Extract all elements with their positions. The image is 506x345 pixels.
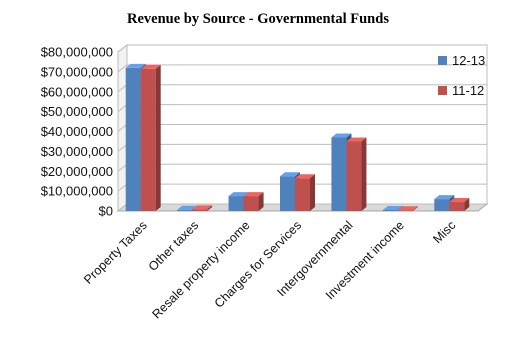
bar-front <box>382 210 398 211</box>
bar-side <box>155 64 161 211</box>
bar-side <box>412 206 418 211</box>
bar-front <box>125 67 141 212</box>
bar <box>449 198 470 211</box>
x-category-label: Charges for Services <box>212 218 304 310</box>
bar <box>346 137 367 211</box>
legend-swatch <box>438 56 447 65</box>
bar-top <box>177 205 198 210</box>
legend-swatch <box>438 86 447 95</box>
bar-top <box>125 63 146 68</box>
gridline <box>117 64 487 73</box>
y-tick-label: $20,000,000 <box>41 164 113 179</box>
bar-front <box>434 199 450 211</box>
bar <box>295 174 315 211</box>
legend-label: 12-13 <box>452 53 485 68</box>
bar-front <box>140 68 156 211</box>
bar-front <box>295 178 310 211</box>
bar-front <box>449 202 465 211</box>
bar-top <box>346 137 367 142</box>
bar <box>243 192 264 211</box>
chart-title: Revenue by Source - Governmental Funds <box>127 11 389 27</box>
legend-label: 11-12 <box>452 83 484 98</box>
y-axis-tick-labels: $0 $10,000,000 $20,000,000 $30,000,000 $40,0… <box>41 45 113 219</box>
gridline <box>117 44 487 53</box>
bar-side <box>258 192 264 211</box>
bar-side <box>207 205 213 211</box>
y-tick-label: $80,000,000 <box>41 45 113 60</box>
bar-front <box>192 209 208 211</box>
bar-side <box>464 198 470 211</box>
y-tick-label: $70,000,000 <box>41 64 113 79</box>
legend: 12-13 11-12 <box>438 53 485 98</box>
bar-top <box>228 192 249 197</box>
bar-front <box>280 176 295 211</box>
bar-side <box>361 137 367 211</box>
bar-top <box>434 195 455 200</box>
y-tick-label: $50,000,000 <box>41 104 113 119</box>
x-category-label: Resale property income <box>149 218 252 321</box>
bar-top <box>280 172 300 177</box>
bar-top <box>331 133 352 138</box>
y-tick-label: $60,000,000 <box>41 84 113 99</box>
bar-top <box>243 192 264 197</box>
bar-top <box>382 206 403 211</box>
bar <box>192 205 213 211</box>
y-tick-label: $40,000,000 <box>41 124 113 139</box>
y-tick-label: $10,000,000 <box>41 184 113 199</box>
bars <box>125 63 470 212</box>
x-category-label: Property Taxes <box>81 218 150 287</box>
bar-top <box>449 198 470 203</box>
bar-front <box>228 196 244 211</box>
bar-front <box>346 141 362 211</box>
bar-top <box>192 205 213 210</box>
bar-front <box>243 196 259 211</box>
bar-top <box>295 174 315 179</box>
bar-front <box>331 137 347 211</box>
bar-top <box>140 64 161 69</box>
bar-side <box>310 174 315 211</box>
x-category-label: Misc <box>430 218 458 246</box>
x-category-label: Other taxes <box>146 218 202 274</box>
bar-front <box>397 210 413 211</box>
bar-front <box>177 209 193 211</box>
bar <box>397 206 418 211</box>
y-tick-label: $0 <box>99 204 113 219</box>
y-tick-label: $30,000,000 <box>41 144 113 159</box>
bar-top <box>397 206 418 211</box>
bar <box>140 64 161 211</box>
